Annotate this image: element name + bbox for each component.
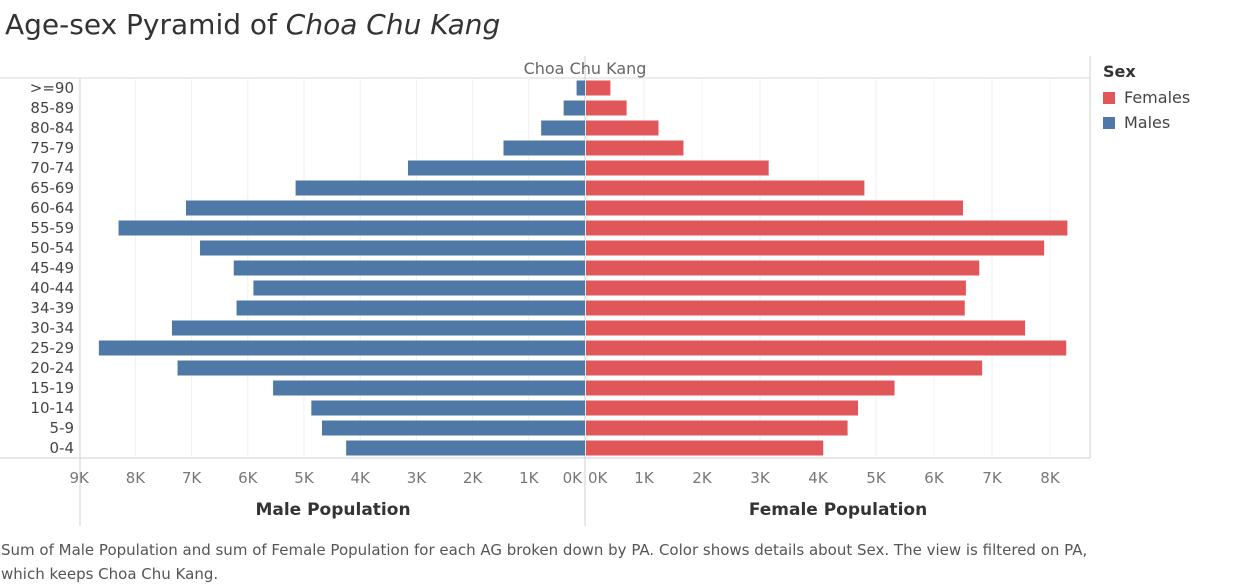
bar-male-34-39[interactable]: [236, 300, 585, 316]
bar-male-65-69[interactable]: [295, 180, 585, 196]
bar-male-80-84[interactable]: [541, 120, 585, 136]
bar-male-25-29[interactable]: [98, 340, 586, 356]
male-tick-label: 0K: [563, 469, 584, 487]
legend-swatch-males: [1103, 116, 1115, 129]
bar-female->=90[interactable]: [586, 80, 611, 96]
chart-title: Age-sex Pyramid of Choa Chu Kang: [5, 8, 500, 41]
bar-male-75-79[interactable]: [503, 140, 585, 156]
male-tick-label: 5K: [294, 469, 315, 487]
bar-female-65-69[interactable]: [586, 180, 865, 196]
bar-male-15-19[interactable]: [273, 380, 585, 396]
bar-female-60-64[interactable]: [586, 200, 963, 216]
category-label: 30-34: [30, 319, 74, 337]
category-label: 85-89: [30, 99, 74, 117]
bar-female-15-19[interactable]: [586, 380, 895, 396]
female-tick-label: 6K: [924, 469, 945, 487]
legend-item-males[interactable]: Males: [1103, 110, 1190, 135]
bar-male-85-89[interactable]: [563, 100, 585, 116]
female-tick-label: 5K: [866, 469, 887, 487]
female-tick-label: 7K: [982, 469, 1003, 487]
bar-male-45-49[interactable]: [233, 260, 585, 276]
female-tick-label: 0K: [588, 469, 609, 487]
category-label: 55-59: [30, 219, 74, 237]
age-group-labels: >=90 85-89 80-84 75-79 70-74 65-69 60-64 55-59 5…: [30, 79, 74, 457]
legend-item-females[interactable]: Females: [1103, 85, 1190, 110]
male-tick-label: 4K: [351, 469, 372, 487]
bar-male-20-24[interactable]: [177, 360, 586, 376]
category-label: 45-49: [30, 259, 74, 277]
category-label: 50-54: [30, 239, 74, 257]
category-label: 5-9: [50, 419, 75, 437]
bar-female-25-29[interactable]: [586, 340, 1067, 356]
male-tick-label: 2K: [463, 469, 484, 487]
male-tick-label: 8K: [126, 469, 147, 487]
female-tick-label: 1K: [634, 469, 655, 487]
chart-title-prefix: Age-sex Pyramid of: [5, 8, 286, 41]
category-label: 15-19: [30, 379, 74, 397]
male-tick-label: 3K: [407, 469, 428, 487]
bar-female-80-84[interactable]: [586, 120, 659, 136]
category-label: 70-74: [30, 159, 74, 177]
female-tick-label: 4K: [808, 469, 829, 487]
bar-female-5-9[interactable]: [586, 420, 848, 436]
bar-female-50-54[interactable]: [586, 240, 1045, 256]
bar-male-50-54[interactable]: [200, 240, 585, 256]
bar-female-40-44[interactable]: [586, 280, 966, 296]
legend-swatch-females: [1103, 91, 1115, 104]
male-axis-title: Male Population: [255, 500, 410, 520]
male-bars: [98, 80, 586, 456]
bar-male-10-14[interactable]: [311, 400, 585, 416]
chart-caption: Sum of Male Population and sum of Female…: [1, 541, 1088, 583]
panel-header: Choa Chu Kang: [524, 59, 647, 78]
pyramid-chart: >=90 85-89 80-84 75-79 70-74 65-69 60-64 55-59 5…: [0, 56, 1091, 526]
female-bars: [586, 80, 1068, 456]
category-label: 65-69: [30, 179, 74, 197]
legend-label-females: Females: [1124, 88, 1191, 107]
bar-female-55-59[interactable]: [586, 220, 1068, 236]
category-label: 80-84: [30, 119, 74, 137]
category-label: 75-79: [30, 139, 74, 157]
legend-label-males: Males: [1124, 113, 1171, 132]
bar-male->=90[interactable]: [576, 80, 585, 96]
bar-female-34-39[interactable]: [586, 300, 965, 316]
chart-title-place: Choa Chu Kang: [285, 8, 501, 41]
category-label: 10-14: [30, 399, 74, 417]
legend: Sex Females Males: [1103, 62, 1190, 135]
bar-female-75-79[interactable]: [586, 140, 684, 156]
bar-female-0-4[interactable]: [586, 440, 824, 456]
bar-male-0-4[interactable]: [346, 440, 585, 456]
category-label: >=90: [30, 79, 74, 97]
legend-title: Sex: [1103, 62, 1136, 81]
female-tick-label: 2K: [692, 469, 713, 487]
female-axis-title: Female Population: [749, 500, 927, 520]
axis-ticks: 9K 8K 7K 6K 5K 4K 3K 2K 1K 0K 0K 1K 2K 3K 4K 5K 6K 7K 8K: [70, 469, 1061, 487]
category-label: 25-29: [30, 339, 74, 357]
category-label: 40-44: [30, 279, 74, 297]
male-tick-label: 1K: [519, 469, 540, 487]
male-tick-label: 6K: [238, 469, 259, 487]
category-label: 20-24: [30, 359, 74, 377]
category-label: 0-4: [50, 439, 75, 457]
bar-male-30-34[interactable]: [171, 320, 585, 336]
bar-female-30-34[interactable]: [586, 320, 1026, 336]
bar-female-85-89[interactable]: [586, 100, 627, 116]
male-tick-label: 7K: [182, 469, 203, 487]
male-tick-label: 9K: [70, 469, 91, 487]
bar-male-40-44[interactable]: [253, 280, 586, 296]
bar-female-70-74[interactable]: [586, 160, 769, 176]
category-label: 34-39: [30, 299, 74, 317]
bar-female-10-14[interactable]: [586, 400, 859, 416]
bar-female-20-24[interactable]: [586, 360, 983, 376]
bar-male-70-74[interactable]: [407, 160, 585, 176]
category-label: 60-64: [30, 199, 74, 217]
bar-male-55-59[interactable]: [118, 220, 585, 236]
bar-male-5-9[interactable]: [321, 420, 585, 436]
female-tick-label: 8K: [1040, 469, 1061, 487]
female-tick-label: 3K: [750, 469, 771, 487]
bar-male-60-64[interactable]: [185, 200, 586, 216]
bar-female-45-49[interactable]: [586, 260, 980, 276]
